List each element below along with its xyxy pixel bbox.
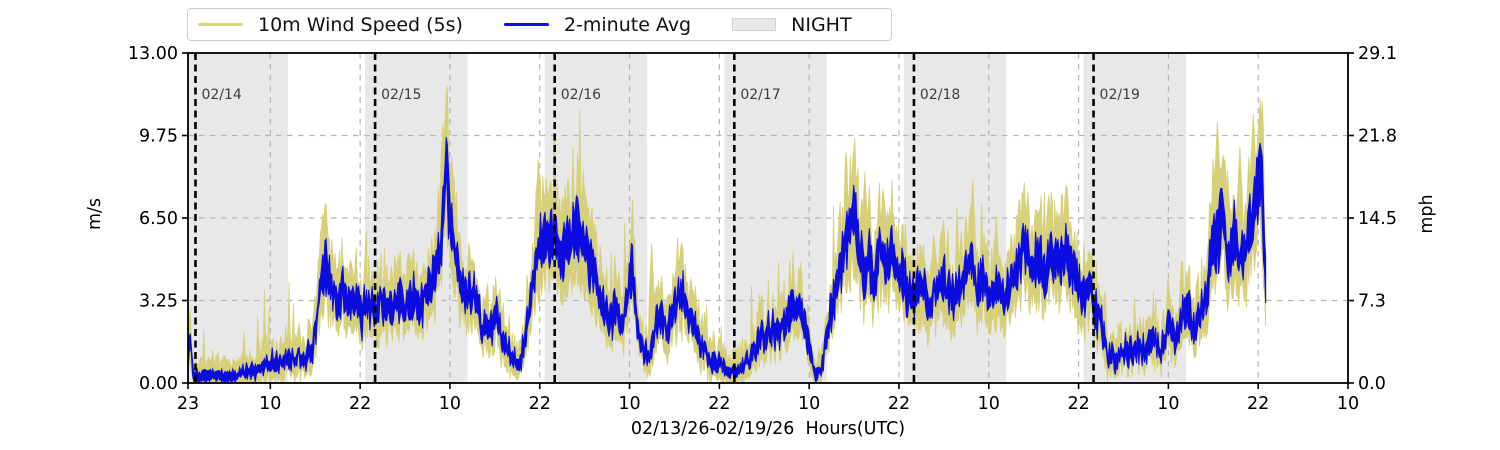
- date-label: 02/15: [381, 87, 421, 103]
- legend-item-wind-5s: 10m Wind Speed (5s): [198, 14, 463, 36]
- x-tick-label: 22: [1067, 394, 1089, 414]
- wind-2min-series: [188, 137, 1267, 383]
- y-axis-label-ms: m/s: [85, 197, 105, 231]
- y-right-tick-label: 29.1: [1358, 44, 1397, 64]
- date-label: 02/17: [740, 87, 780, 103]
- x-tick-label: 10: [618, 394, 640, 414]
- legend-label-night: NIGHT: [791, 13, 852, 36]
- x-axis-label: 02/13/26-02/19/26 Hours(UTC): [630, 419, 906, 439]
- x-tick-label: 23: [177, 394, 199, 414]
- legend-label-wind-5s: 10m Wind Speed (5s): [258, 13, 463, 36]
- y-left-tick-label: 3.25: [139, 292, 178, 312]
- date-label: 02/14: [201, 87, 241, 103]
- legend-label-wind-2min: 2-minute Avg: [563, 13, 692, 36]
- x-tick-label: 10: [439, 394, 461, 414]
- x-tick-label: 10: [1157, 394, 1179, 414]
- legend-item-wind-2min: 2-minute Avg: [503, 13, 692, 36]
- y-right-tick-label: 21.8: [1358, 127, 1397, 147]
- x-tick-label: 22: [529, 394, 551, 414]
- y-axis-label-mph: mph: [1417, 194, 1437, 234]
- series: [188, 85, 1267, 383]
- y-right-tick-label: 0.0: [1358, 374, 1386, 394]
- x-tick-label: 22: [1247, 394, 1269, 414]
- x-tick-label: 10: [798, 394, 820, 414]
- y-left-tick-label: 13.00: [128, 44, 178, 64]
- date-label: 02/16: [561, 87, 601, 103]
- date-markers: 02/14 02/15 02/16 02/17 02/18 02/19: [194, 53, 1140, 383]
- y-right-tick-label: 7.3: [1358, 292, 1386, 312]
- night-patch-swatch: [732, 18, 777, 31]
- x-tick-label: 10: [259, 394, 281, 414]
- chart-legend: 10m Wind Speed (5s) 2-minute Avg NIGHT: [187, 8, 892, 41]
- x-tick-label: 10: [978, 394, 1000, 414]
- y-left-tick-label: 6.50: [139, 209, 178, 229]
- y-right-tick-label: 14.5: [1358, 209, 1397, 229]
- legend-item-night: NIGHT: [732, 13, 852, 36]
- wind-2min-line-swatch: [503, 23, 549, 26]
- date-label: 02/19: [1100, 87, 1140, 103]
- axis-ticks: [182, 52, 1354, 389]
- x-tick-label: 22: [708, 394, 730, 414]
- y-left-tick-label: 0.00: [139, 374, 178, 394]
- date-label: 02/18: [920, 87, 960, 103]
- x-tick-label: 22: [888, 394, 910, 414]
- x-tick-label: 22: [349, 394, 371, 414]
- tick-labels: 23 10 22 10 22 10 22 10 22 10 22 10 22 10 0.00 0.0 3.25 7…: [128, 44, 1397, 414]
- wind-5s-line-swatch: [198, 23, 243, 26]
- y-left-tick-label: 9.75: [139, 127, 178, 147]
- night-band: [188, 53, 288, 383]
- x-tick-label: 10: [1337, 394, 1359, 414]
